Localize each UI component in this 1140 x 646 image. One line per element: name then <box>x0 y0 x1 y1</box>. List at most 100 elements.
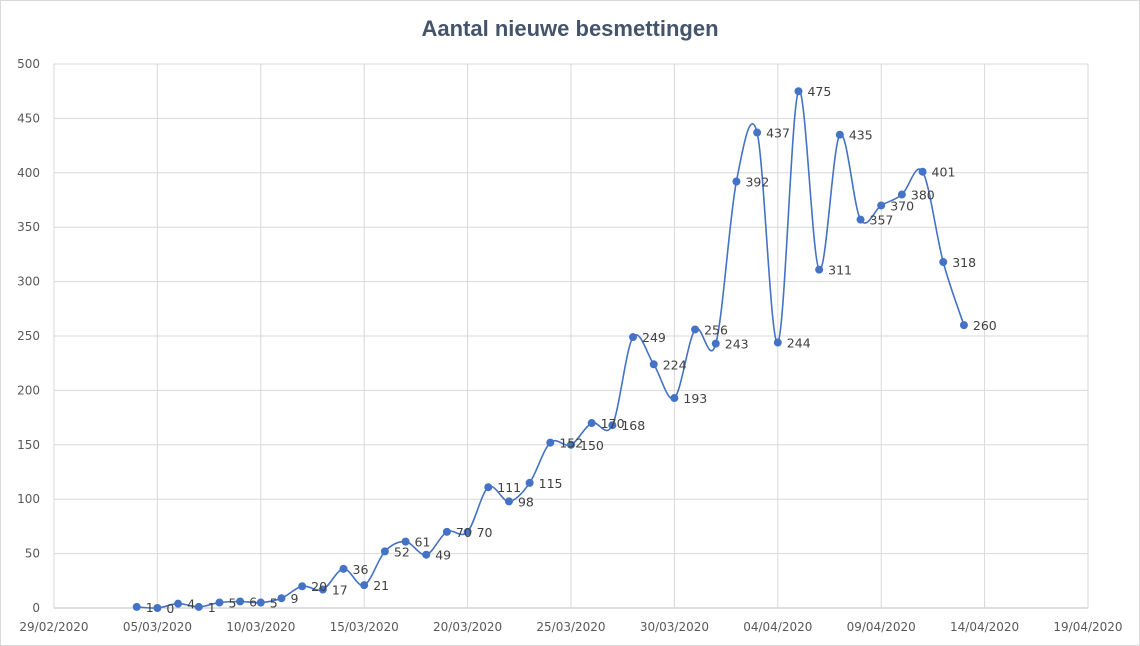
data-point <box>422 550 431 559</box>
data-point <box>463 527 472 536</box>
data-label: 61 <box>415 535 431 550</box>
data-label: 311 <box>828 263 852 278</box>
data-label: 150 <box>580 438 604 453</box>
x-tick-label: 05/03/2020 <box>123 620 192 634</box>
x-tick-label: 04/04/2020 <box>743 620 812 634</box>
data-point <box>732 177 741 186</box>
data-point <box>298 582 307 591</box>
data-label: 1 <box>208 600 216 615</box>
data-point <box>959 321 968 330</box>
chart-title: Aantal nieuwe besmettingen <box>421 16 719 41</box>
data-label: 168 <box>621 418 645 433</box>
data-label: 249 <box>642 330 666 345</box>
data-label: 98 <box>518 494 534 509</box>
data-point <box>649 360 658 369</box>
data-point <box>318 585 327 594</box>
data-label: 244 <box>787 336 811 351</box>
data-label: 70 <box>477 525 493 540</box>
data-point <box>401 537 410 546</box>
data-point <box>256 598 265 607</box>
y-tick-label: 0 <box>32 601 40 615</box>
data-point <box>856 215 865 224</box>
data-point <box>132 602 141 611</box>
data-label: 318 <box>952 255 976 270</box>
data-point <box>773 338 782 347</box>
data-point <box>442 527 451 536</box>
data-label: 401 <box>932 165 956 180</box>
y-tick-label: 250 <box>17 329 40 343</box>
data-point <box>629 333 638 342</box>
data-point <box>670 394 679 403</box>
data-label: 380 <box>911 188 935 203</box>
data-point <box>608 421 617 430</box>
x-tick-label: 09/04/2020 <box>847 620 916 634</box>
data-point <box>339 564 348 573</box>
y-tick-label: 350 <box>17 220 40 234</box>
data-label: 49 <box>435 548 451 563</box>
data-point <box>215 598 224 607</box>
x-tick-label: 20/03/2020 <box>433 620 502 634</box>
data-point <box>380 547 389 556</box>
data-label: 0 <box>166 601 174 616</box>
data-label: 70 <box>456 525 472 540</box>
data-label: 52 <box>394 544 410 559</box>
data-label: 193 <box>683 391 707 406</box>
data-point <box>153 604 162 612</box>
data-point <box>815 265 824 274</box>
data-label: 1 <box>146 600 154 615</box>
x-tick-label: 25/03/2020 <box>536 620 605 634</box>
data-point <box>174 599 183 608</box>
data-label: 5 <box>228 596 236 611</box>
data-point <box>897 190 906 199</box>
data-label: 243 <box>725 337 749 352</box>
data-point <box>546 438 555 447</box>
y-tick-label: 50 <box>25 547 40 561</box>
data-point <box>877 201 886 210</box>
y-tick-label: 100 <box>17 492 40 506</box>
data-label: 111 <box>497 480 521 495</box>
data-label: 370 <box>890 198 914 213</box>
data-label: 5 <box>270 596 278 611</box>
data-point <box>835 130 844 139</box>
data-point <box>918 167 927 176</box>
series-line <box>136 90 965 609</box>
data-label: 4 <box>187 597 195 612</box>
x-tick-label: 30/03/2020 <box>640 620 709 634</box>
x-tick-label: 29/02/2020 <box>19 620 88 634</box>
y-tick-label: 500 <box>17 57 40 71</box>
data-point <box>484 483 493 492</box>
data-point <box>691 325 700 334</box>
data-label: 437 <box>766 126 790 141</box>
data-label: 20 <box>311 579 327 594</box>
data-point <box>504 497 513 506</box>
x-tick-label: 10/03/2020 <box>226 620 295 634</box>
data-label: 392 <box>745 175 769 190</box>
x-tick-label: 19/04/2020 <box>1053 620 1122 634</box>
data-label: 256 <box>704 322 728 337</box>
data-point <box>567 440 575 449</box>
data-point <box>939 258 948 267</box>
data-label: 435 <box>849 128 873 143</box>
data-label: 260 <box>973 318 997 333</box>
data-label: 115 <box>539 476 563 491</box>
data-point <box>525 478 534 487</box>
data-label: 21 <box>373 578 389 593</box>
y-tick-label: 300 <box>17 275 40 289</box>
x-tick-label: 15/03/2020 <box>330 620 399 634</box>
y-tick-label: 400 <box>17 166 40 180</box>
x-tick-label: 14/04/2020 <box>950 620 1019 634</box>
data-point <box>194 602 203 611</box>
data-label: 357 <box>870 213 894 228</box>
data-point <box>587 419 596 428</box>
data-point <box>753 128 762 137</box>
y-tick-label: 450 <box>17 111 40 125</box>
data-point <box>711 339 720 348</box>
y-tick-label: 150 <box>17 438 40 452</box>
data-label: 17 <box>332 583 348 598</box>
data-point <box>236 597 245 606</box>
data-label: 152 <box>559 436 583 451</box>
data-label: 6 <box>249 594 257 609</box>
data-point <box>360 581 369 590</box>
